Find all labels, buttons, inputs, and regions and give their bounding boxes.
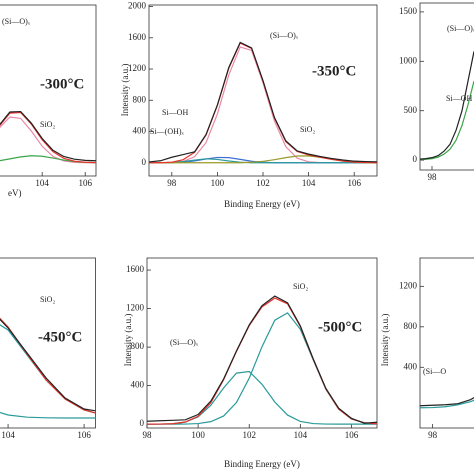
curve: [0, 116, 96, 164]
x-tick-label: 104: [294, 430, 308, 440]
x-tick-label: 100: [211, 178, 225, 188]
y-tick-label: 800: [404, 321, 418, 331]
y-tick-label: 0: [140, 418, 145, 428]
plot-frame: [0, 257, 96, 429]
curve: [420, 399, 474, 409]
temperature-label: -300°C: [40, 76, 84, 92]
plot-frame: [419, 257, 474, 429]
curve: [420, 397, 474, 407]
temperature-label: -350°C: [312, 63, 356, 79]
y-tick-label: 1600: [128, 32, 147, 42]
x-tick-label: 98: [143, 430, 153, 440]
peak-label: SiO₂: [40, 295, 55, 304]
plot-frame: [148, 4, 378, 177]
y-tick-label: 1200: [399, 280, 418, 290]
x-tick-label: 98: [167, 178, 177, 188]
y-tick-label: 2000: [128, 1, 147, 11]
curve: [149, 158, 377, 164]
y-tick-label: 800: [131, 341, 145, 351]
plot-frame: [0, 4, 97, 177]
y-tick-label: 400: [131, 380, 145, 390]
plot-frame: [146, 257, 378, 429]
x-tick-label: 104: [302, 178, 316, 188]
x-tick-label: 106: [345, 430, 359, 440]
x-tick-label: 102: [256, 178, 270, 188]
peak-label: Si—OH: [162, 108, 188, 117]
panel: 98 100 102 104 106 0 400 800 1200 1600 Binding Ene…: [123, 257, 378, 469]
x-tick-label: 106: [78, 178, 92, 188]
x-tick-label: 106: [77, 430, 91, 440]
y-axis-title: Intensity (a.u.): [380, 314, 390, 367]
y-tick-label: 1200: [128, 63, 147, 73]
curve: [149, 41, 377, 163]
curve: [0, 318, 96, 412]
y-tick-label: 0: [413, 154, 418, 164]
temperature-label: -500°C: [318, 319, 362, 335]
curve: [147, 370, 377, 425]
x-tick-label: 100: [191, 430, 205, 440]
peak-label: SiO₂: [40, 120, 55, 129]
x-axis-title: Binding Energy (eV): [224, 459, 300, 469]
curve: [0, 110, 96, 162]
peak-label: SiO₂: [293, 282, 308, 291]
curves: [420, 397, 474, 409]
x-tick-label: 98: [428, 430, 438, 440]
curves: [0, 110, 96, 164]
x-tick-label: 104: [1, 430, 15, 440]
curve: [147, 295, 377, 424]
curves: [0, 317, 96, 419]
y-tick-label: 1500: [399, 6, 418, 16]
y-tick-label: 400: [404, 361, 418, 371]
y-tick-label: 400: [133, 126, 147, 136]
y-tick-label: 800: [133, 94, 147, 104]
x-tick-label: 102: [242, 430, 256, 440]
panel: 104 106 eV) (Si—O)ₓ -300°C SiO₂: [0, 4, 97, 198]
plot-frame: [419, 2, 474, 171]
temperature-label: -450°C: [38, 329, 82, 345]
peak-label: Si—(OH)ₓ: [150, 127, 185, 136]
y-tick-label: 1600: [126, 264, 145, 274]
x-axis-title: Binding Energy (eV): [224, 199, 300, 209]
peak-label: (Si—O: [423, 367, 446, 376]
y-tick-label: 1200: [126, 303, 145, 313]
y-axis-title: Intensity (a.u.): [123, 314, 133, 367]
x-tick-label: 106: [347, 178, 361, 188]
peak-label: Si—OH: [446, 94, 472, 103]
curve: [0, 411, 96, 419]
curves: [149, 41, 377, 164]
peak-label: (Si—O)ₓ: [270, 31, 299, 40]
y-axis-title: Intensity (a.u.): [120, 64, 130, 117]
y-tick-label: 1000: [399, 55, 418, 65]
peak-label: (Si—O)ₓ: [2, 17, 31, 26]
y-tick-label: 500: [404, 105, 418, 115]
x-axis-title: eV): [8, 188, 22, 198]
curve: [0, 317, 96, 414]
peak-label: SiO₂: [300, 125, 315, 134]
panel: 104 106 SiO₂ -450°C: [0, 257, 96, 440]
curve: [147, 297, 377, 425]
y-tick-label: 0: [142, 157, 147, 167]
x-tick-label: 104: [35, 178, 49, 188]
curve: [420, 51, 474, 160]
curve: [0, 111, 96, 164]
panel: 98 0 500 1000 1500 (Si—O)ₓ Si—OH: [399, 2, 474, 182]
peak-label: (Si—O)ₓ: [447, 24, 474, 33]
curves: [147, 295, 377, 425]
panel: 98 100 102 104 106 0 400 800 1200 1600 2000 Binding…: [120, 1, 378, 209]
x-tick-label: 98: [428, 172, 438, 182]
curve: [420, 80, 474, 161]
curves: [420, 51, 474, 161]
curve: [149, 42, 377, 164]
panel: 98 400 800 1200 Intensity (a.u.) (Si—O: [380, 257, 474, 440]
peak-label: (Si—O)ₓ: [170, 338, 199, 347]
